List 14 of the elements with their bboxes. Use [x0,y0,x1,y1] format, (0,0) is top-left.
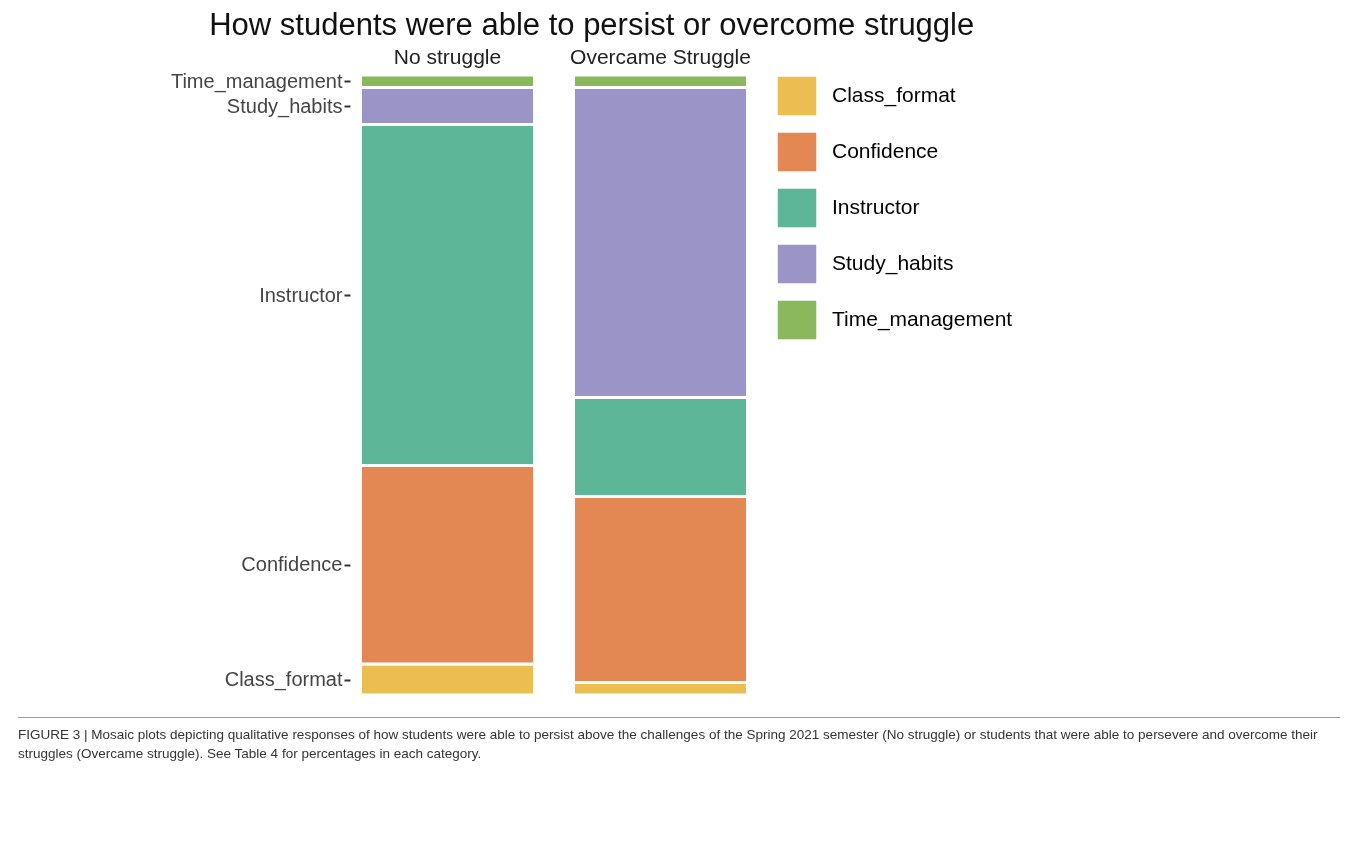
legend-label: Confidence [832,139,939,162]
x-tick-label: Overcame Struggle [570,44,751,68]
x-tick-label: No struggle [393,44,502,68]
legend-label: Instructor [832,195,920,218]
text: Instructor [259,283,343,306]
legend-label: Time_management [832,307,1013,331]
caption: FIGURE 3 | Mosaic plots depicting qualitative responses of how students were able to persist above the challenges of the Spring 2021 semester (No struggle) or students that were able to persevere and overcome their struggles (Overcame struggle). See Table 4 for percentages in each category. [18,717,1340,764]
chart-title: How students were able to persist or overcome struggle [209,7,975,42]
text: Class_format [224,668,343,690]
text: Study_habits [226,94,343,117]
text: Confidence [241,553,343,576]
legend-label: Class_format [832,83,956,107]
legend-label: Study_habits [832,251,954,275]
text: Time_management [170,69,343,92]
